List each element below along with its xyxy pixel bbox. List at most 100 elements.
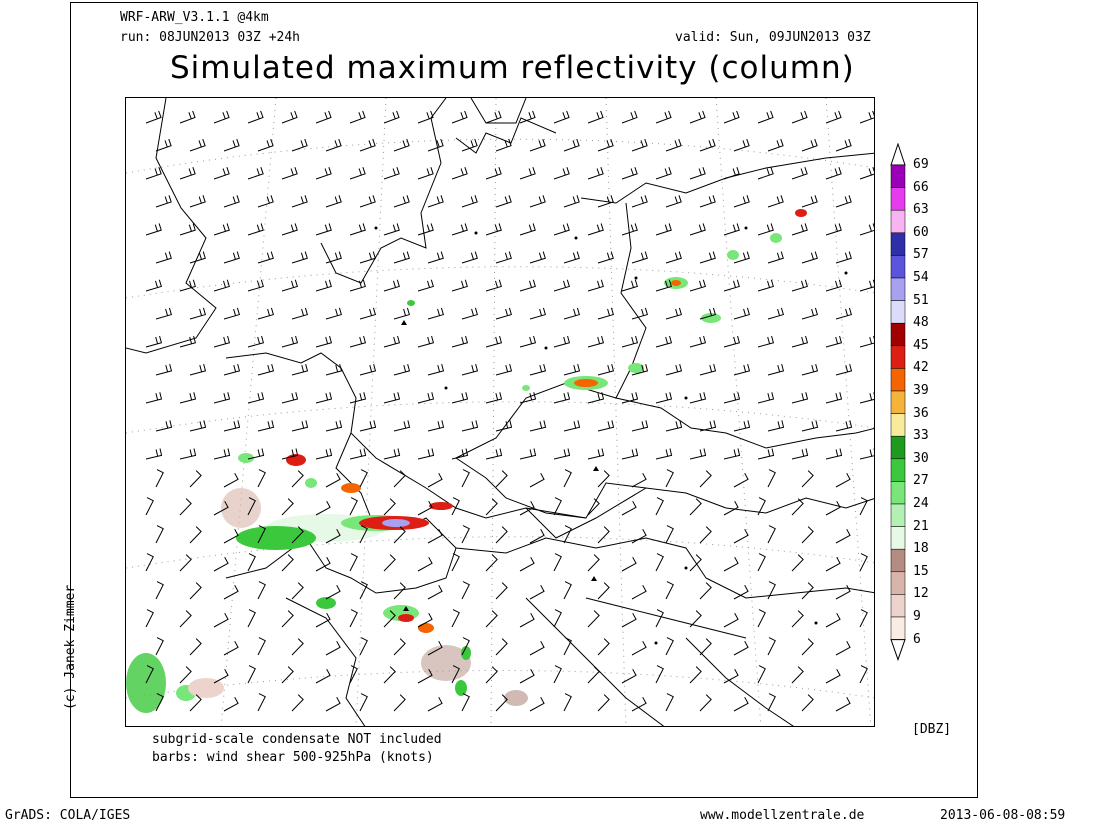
wind-barb: [155, 138, 172, 152]
wind-barb: [383, 335, 401, 348]
wind-barb: [461, 363, 479, 376]
legend-level-label: 39: [913, 383, 929, 398]
legend-arrow-top: [890, 143, 906, 166]
wind-barb: [767, 251, 784, 264]
wind-barb: [519, 668, 535, 684]
legend-level-label: 69: [913, 157, 929, 172]
wind-barb: [383, 223, 400, 236]
wind-barb: [325, 640, 341, 656]
wind-barb: [189, 138, 206, 152]
wind-barb: [247, 167, 264, 180]
wind-barb: [553, 553, 562, 572]
legend-swatch: [890, 322, 906, 347]
wind-barb: [767, 195, 784, 208]
wind-barb: [563, 469, 572, 488]
grads-label: GrADS: COLA/IGES: [5, 808, 131, 823]
wind-barb: [495, 582, 508, 600]
wind-barb: [281, 392, 299, 404]
wind-barb: [359, 637, 368, 656]
wind-barb: [427, 528, 443, 544]
wind-barb: [767, 525, 776, 544]
wind-barb: [189, 694, 202, 712]
wind-barb: [597, 138, 614, 152]
wind-barb: [223, 363, 241, 376]
wind-barb: [315, 448, 333, 460]
wind-barb: [145, 223, 162, 236]
wind-barb: [631, 363, 649, 376]
wind-barb: [587, 335, 605, 348]
wind-barb: [733, 528, 749, 544]
wind-barb: [325, 472, 341, 488]
wind-barb: [621, 392, 639, 404]
wind-barb: [519, 335, 537, 348]
wind-barb: [631, 584, 647, 600]
wind-barb: [359, 251, 376, 264]
wind-barb: [179, 335, 197, 348]
wind-barb: [529, 307, 546, 320]
wind-barb: [733, 195, 750, 208]
wind-barb: [655, 609, 664, 628]
wind-barb: [359, 195, 376, 208]
wind-barb: [359, 420, 377, 432]
wind-barb: [757, 609, 766, 628]
wind-barb: [417, 279, 434, 292]
wind-barb: [393, 582, 406, 600]
author-credit: (c) Janek Zimmer: [63, 584, 78, 710]
wind-barb: [631, 528, 647, 544]
wind-barb: [393, 470, 406, 488]
wind-barb: [801, 307, 818, 320]
wind-barb: [791, 666, 804, 684]
station-markers: [374, 226, 848, 645]
wind-barb: [451, 392, 469, 404]
wind-barb: [461, 693, 470, 712]
wind-barb: [451, 167, 468, 180]
wind-barb: [801, 138, 818, 152]
wind-barb: [791, 167, 808, 180]
wind-barb: [427, 420, 445, 432]
wind-barb: [417, 223, 434, 236]
legend-swatch: [890, 481, 906, 505]
wind-barb: [155, 363, 173, 376]
legend-swatch: [890, 571, 906, 595]
wind-barb: [359, 693, 368, 712]
plot-frame: [70, 2, 978, 798]
wind-barb: [247, 665, 256, 684]
wind-barb: [553, 279, 570, 292]
legend-level-label: 12: [913, 586, 929, 602]
wind-barb: [791, 610, 804, 628]
run-label: run: 08JUN2013 03Z +24h: [120, 30, 301, 45]
wind-barb: [451, 553, 460, 572]
wind-barb: [223, 420, 241, 432]
timestamp-label: 2013-06-08-08:59: [940, 808, 1066, 823]
wind-barb: [519, 556, 535, 572]
wind-barb: [587, 498, 600, 516]
wind-barb: [145, 110, 162, 124]
wind-barb: [801, 363, 819, 376]
wind-barb: [655, 497, 664, 516]
wind-barb: [291, 582, 304, 600]
wind-barb: [757, 497, 766, 516]
wind-barb: [631, 472, 647, 488]
wind-barb: [723, 448, 741, 460]
wind-barb: [189, 251, 206, 264]
wind-barb: [223, 307, 240, 320]
wind-barb: [145, 553, 154, 572]
wind-barb: [767, 693, 776, 712]
wind-barb: [427, 696, 443, 712]
wind-barb: [825, 612, 841, 628]
website-label: www.modellzentrale.de: [700, 808, 865, 823]
wind-barb: [427, 138, 444, 152]
wind-barb: [179, 223, 196, 236]
wind-barb: [665, 469, 674, 488]
wind-barb: [179, 279, 196, 292]
wind-barb: [835, 640, 851, 656]
wind-barb: [723, 668, 739, 684]
wind-barb: [291, 694, 304, 712]
wind-barb: [791, 335, 809, 348]
wind-barb: [563, 307, 580, 320]
wind-barb: [621, 612, 637, 628]
wind-barb: [757, 167, 774, 180]
color-legend: [890, 143, 906, 662]
wind-barb: [631, 307, 648, 320]
legend-swatch: [890, 187, 906, 211]
